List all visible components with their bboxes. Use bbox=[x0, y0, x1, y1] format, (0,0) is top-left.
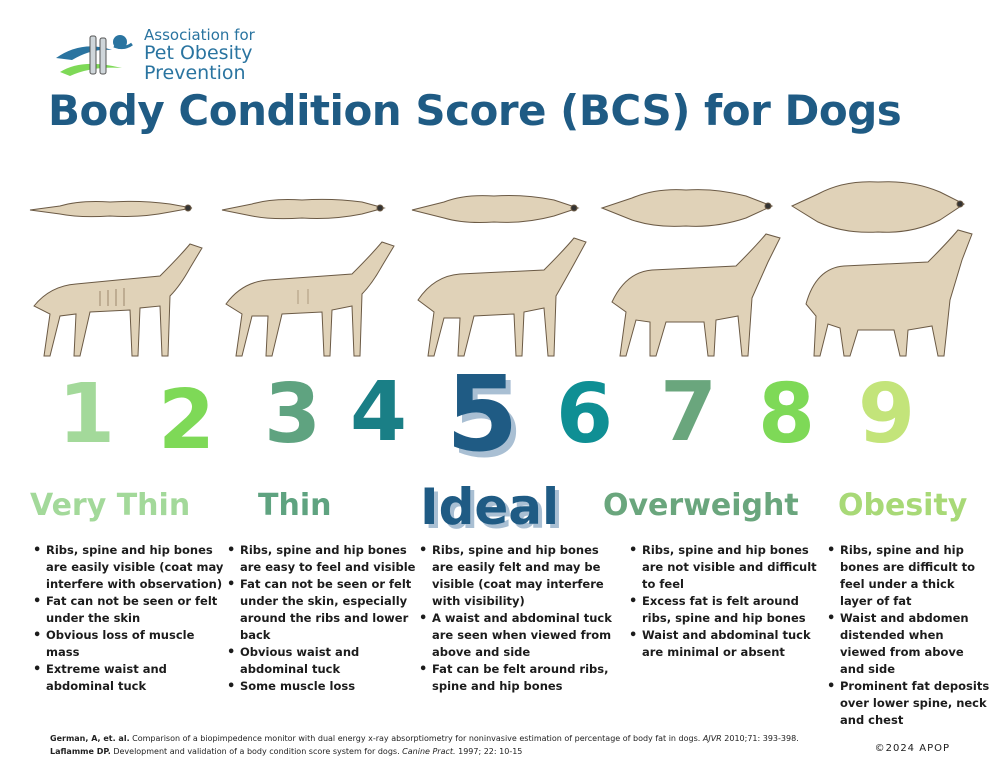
reference-1: German, A, et. al. Comparison of a biopi… bbox=[50, 732, 799, 745]
dog-very-thin-illustration bbox=[29, 200, 203, 357]
list-item: Obvious waist and abdominal tuck bbox=[227, 644, 420, 678]
logo-mark-icon bbox=[56, 35, 133, 76]
list-item: Ribs, spine and hip bones are easy to fe… bbox=[227, 542, 420, 576]
category-obesity: Obesity bbox=[838, 488, 968, 523]
reference-2-author: Laflamme DP. bbox=[50, 747, 111, 756]
score-2: 2 bbox=[158, 373, 216, 468]
dog-obesity-illustration bbox=[790, 181, 973, 357]
description-list-very-thin: Ribs, spine and hip bones are easily vis… bbox=[32, 542, 226, 695]
category-very-thin: Very Thin bbox=[30, 488, 191, 523]
reference-2-journal: Canine Pract. bbox=[402, 747, 456, 756]
dog-overweight-illustration bbox=[600, 189, 781, 357]
dog-ideal-illustration bbox=[411, 195, 587, 357]
dog-figure-thin bbox=[212, 176, 400, 372]
reference-1-journal: AJVR bbox=[702, 734, 722, 743]
list-item: Ribs, spine and hip bones are easily vis… bbox=[33, 542, 226, 593]
dog-figure-overweight bbox=[596, 176, 784, 372]
reference-2: Laflamme DP. Development and validation … bbox=[50, 745, 799, 758]
dog-thin-illustration bbox=[221, 198, 395, 357]
logo-text: Association for Pet Obesity Prevention bbox=[144, 28, 255, 83]
dog-figure-ideal bbox=[404, 176, 592, 372]
score-1: 1 bbox=[58, 367, 116, 462]
list-item: Some muscle loss bbox=[227, 678, 420, 695]
description-list-overweight: Ribs, spine and hip bones are not visibl… bbox=[628, 542, 822, 661]
list-item: Extreme waist and abdominal tuck bbox=[33, 661, 226, 695]
apop-logo: Association for Pet Obesity Prevention bbox=[52, 28, 282, 83]
score-3: 3 bbox=[264, 367, 322, 462]
dog-figure-obesity bbox=[788, 176, 976, 372]
page-title: Body Condition Score (BCS) for Dogs bbox=[48, 86, 902, 135]
list-item: Ribs, spine and hip bones are not visibl… bbox=[629, 542, 822, 593]
reference-2-tail: 1997; 22: 10-15 bbox=[455, 747, 523, 756]
category-overweight: Overweight bbox=[603, 488, 799, 523]
score-5: 5 bbox=[446, 353, 519, 475]
category-ideal: Ideal bbox=[420, 478, 560, 536]
list-item: Ribs, spine and hip bones are easily fel… bbox=[419, 542, 612, 610]
score-4: 4 bbox=[350, 365, 408, 460]
list-item: Waist and abdominal tuck are minimal or … bbox=[629, 627, 822, 661]
description-list-obesity: Ribs, spine and hip bones are difficult … bbox=[826, 542, 990, 729]
list-item: Fat can not be seen or felt under the sk… bbox=[227, 576, 420, 644]
reference-2-text: Development and validation of a body con… bbox=[110, 747, 403, 756]
copyright-notice: ©2024 APOP bbox=[874, 743, 950, 754]
list-item: Prominent fat deposits over lower spine,… bbox=[827, 678, 990, 729]
score-9: 9 bbox=[858, 367, 916, 462]
description-list-thin: Ribs, spine and hip bones are easy to fe… bbox=[226, 542, 420, 695]
dog-illustrations bbox=[20, 176, 980, 372]
score-6: 6 bbox=[556, 367, 614, 462]
references: German, A, et. al. Comparison of a biopi… bbox=[50, 732, 799, 758]
list-item: Ribs, spine and hip bones are difficult … bbox=[827, 542, 990, 610]
dog-figure-very-thin bbox=[20, 176, 208, 372]
score-8: 8 bbox=[758, 367, 816, 462]
score-7: 7 bbox=[660, 365, 718, 460]
list-item: A waist and abdominal tuck are seen when… bbox=[419, 610, 612, 661]
list-item: Waist and abdomen distended when viewed … bbox=[827, 610, 990, 678]
logo-line-3: Prevention bbox=[144, 62, 246, 84]
reference-1-tail: 2010;71: 393-398. bbox=[721, 734, 799, 743]
reference-1-text: Comparison of a biopimpedence monitor wi… bbox=[129, 734, 703, 743]
reference-1-author: German, A, et. al. bbox=[50, 734, 130, 743]
category-thin: Thin bbox=[258, 488, 332, 523]
logo-line-1: Association for bbox=[144, 26, 255, 44]
list-item: Obvious loss of muscle mass bbox=[33, 627, 226, 661]
logo-line-2: Pet Obesity bbox=[144, 42, 253, 64]
list-item: Excess fat is felt around ribs, spine an… bbox=[629, 593, 822, 627]
description-list-ideal: Ribs, spine and hip bones are easily fel… bbox=[418, 542, 612, 695]
category-labels: Very Thin Thin Ideal Overweight Obesity bbox=[0, 478, 1000, 538]
list-item: Fat can not be seen or felt under the sk… bbox=[33, 593, 226, 627]
score-numbers: 1 2 3 4 5 6 7 8 9 bbox=[0, 362, 1000, 482]
list-item: Fat can be felt around ribs, spine and h… bbox=[419, 661, 612, 695]
